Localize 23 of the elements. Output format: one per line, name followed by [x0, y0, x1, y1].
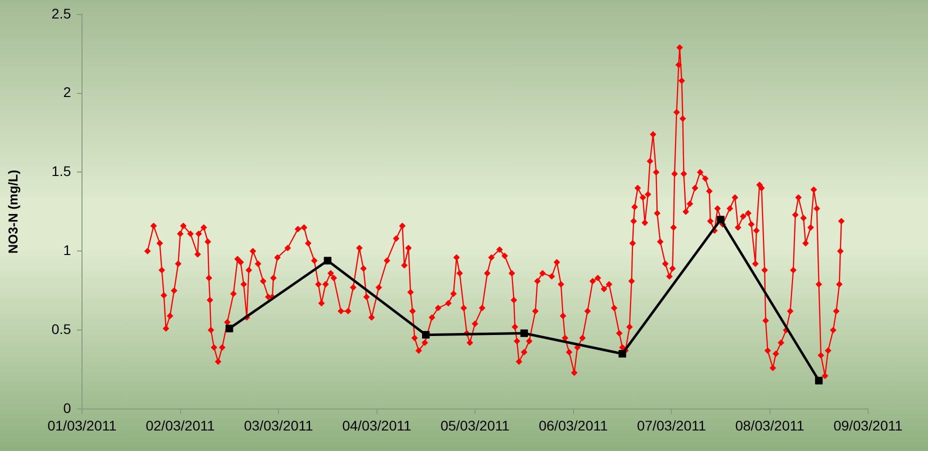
point — [716, 216, 724, 224]
point — [618, 350, 626, 358]
y-tick-label: 2.5 — [52, 5, 72, 22]
x-tick-label: 04/03/2011 — [342, 417, 412, 434]
x-tick-label: 03/03/2011 — [244, 417, 314, 434]
point — [226, 324, 234, 332]
x-tick-label: 07/03/2011 — [636, 417, 706, 434]
x-tick-label: 06/03/2011 — [538, 417, 608, 434]
y-tick-label: 1.5 — [52, 163, 72, 180]
y-tick-label: 0.5 — [52, 320, 72, 337]
x-tick-label: 02/03/2011 — [146, 417, 215, 434]
y-tick-label: 2 — [63, 84, 72, 100]
point — [815, 376, 823, 384]
x-tick-label: 01/03/2011 — [47, 417, 117, 434]
x-tick-label: 08/03/2011 — [735, 417, 804, 434]
x-tick-label: 05/03/2011 — [440, 417, 510, 434]
point — [422, 331, 430, 339]
y-axis-title: NO3-N (mg/L) — [5, 170, 20, 254]
point — [324, 256, 332, 264]
point — [520, 329, 528, 338]
y-tick-label: 1 — [63, 242, 72, 258]
y-tick-label: 0 — [63, 400, 72, 416]
x-tick-label: 09/03/2011 — [833, 417, 903, 434]
